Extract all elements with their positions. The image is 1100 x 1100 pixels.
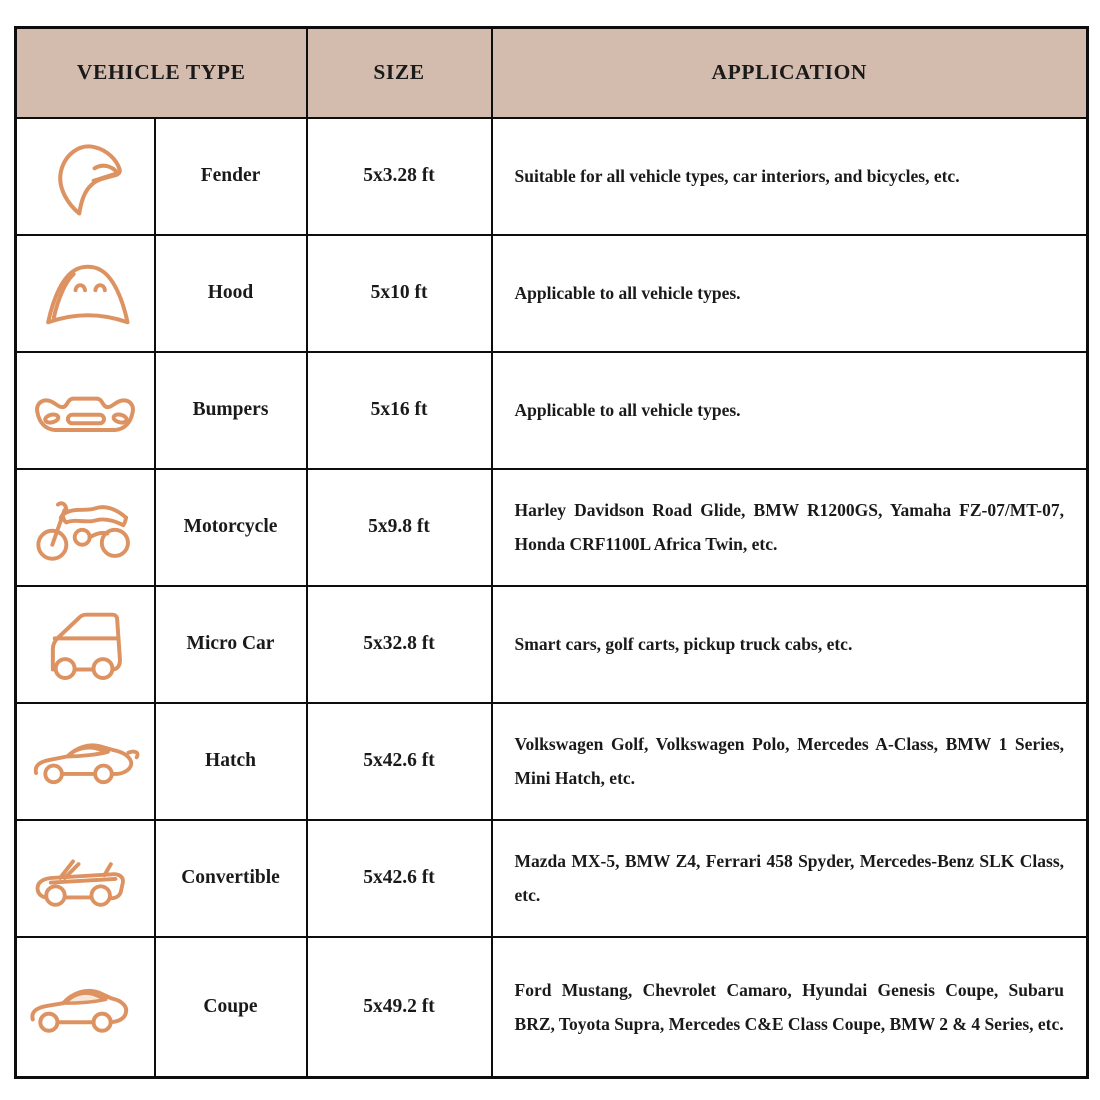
table-row-bumpers: Bumpers 5x16 ft Applicable to all vehicl… [14, 350, 1089, 470]
vehicle-size: 5x9.8 ft [305, 467, 493, 587]
hood-icon [14, 233, 156, 353]
vehicle-name: Micro Car [153, 584, 308, 704]
vehicle-application: Smart cars, golf carts, pickup truck cab… [490, 584, 1089, 704]
vehicle-size: 5x3.28 ft [305, 116, 493, 236]
vehicle-size: 5x10 ft [305, 233, 493, 353]
vehicle-size: 5x16 ft [305, 350, 493, 470]
vehicle-application: Volkswagen Golf, Volkswagen Polo, Merced… [490, 701, 1089, 821]
header-row: VEHICLE TYPE SIZE APPLICATION [14, 26, 1089, 119]
vehicle-application: Applicable to all vehicle types. [490, 233, 1089, 353]
table-row-hatch: Hatch 5x42.6 ft Volkswagen Golf, Volkswa… [14, 701, 1089, 821]
vehicle-application: Suitable for all vehicle types, car inte… [490, 116, 1089, 236]
convertible-icon [14, 818, 156, 938]
vehicle-application: Harley Davidson Road Glide, BMW R1200GS,… [490, 467, 1089, 587]
vehicle-name: Coupe [153, 935, 308, 1079]
motorcycle-icon [14, 467, 156, 587]
vehicle-name: Hatch [153, 701, 308, 821]
micro-car-icon [14, 584, 156, 704]
bumpers-icon [14, 350, 156, 470]
table-row-fender: Fender 5x3.28 ft Suitable for all vehicl… [14, 116, 1089, 236]
table-row-micro-car: Micro Car 5x32.8 ft Smart cars, golf car… [14, 584, 1089, 704]
vehicle-application: Applicable to all vehicle types. [490, 350, 1089, 470]
header-vehicle-type: VEHICLE TYPE [14, 26, 308, 119]
vehicle-size: 5x32.8 ft [305, 584, 493, 704]
vehicle-size: 5x42.6 ft [305, 818, 493, 938]
vehicle-size: 5x42.6 ft [305, 701, 493, 821]
fender-icon [14, 116, 156, 236]
vehicle-spec-table: VEHICLE TYPE SIZE APPLICATION Fender 5x3… [14, 26, 1090, 1079]
vehicle-application: Ford Mustang, Chevrolet Camaro, Hyundai … [490, 935, 1089, 1079]
vehicle-name: Convertible [153, 818, 308, 938]
table-row-motorcycle: Motorcycle 5x9.8 ft Harley Davidson Road… [14, 467, 1089, 587]
table-row-convertible: Convertible 5x42.6 ft Mazda MX-5, BMW Z4… [14, 818, 1089, 938]
header-application: APPLICATION [490, 26, 1089, 119]
vehicle-size: 5x49.2 ft [305, 935, 493, 1079]
vehicle-name: Motorcycle [153, 467, 308, 587]
hatch-icon [14, 701, 156, 821]
table-row-coupe: Coupe 5x49.2 ft Ford Mustang, Chevrolet … [14, 935, 1089, 1079]
vehicle-name: Bumpers [153, 350, 308, 470]
table-row-hood: Hood 5x10 ft Applicable to all vehicle t… [14, 233, 1089, 353]
vehicle-name: Fender [153, 116, 308, 236]
vehicle-name: Hood [153, 233, 308, 353]
header-size: SIZE [305, 26, 493, 119]
coupe-icon [14, 935, 156, 1079]
vehicle-application: Mazda MX-5, BMW Z4, Ferrari 458 Spyder, … [490, 818, 1089, 938]
